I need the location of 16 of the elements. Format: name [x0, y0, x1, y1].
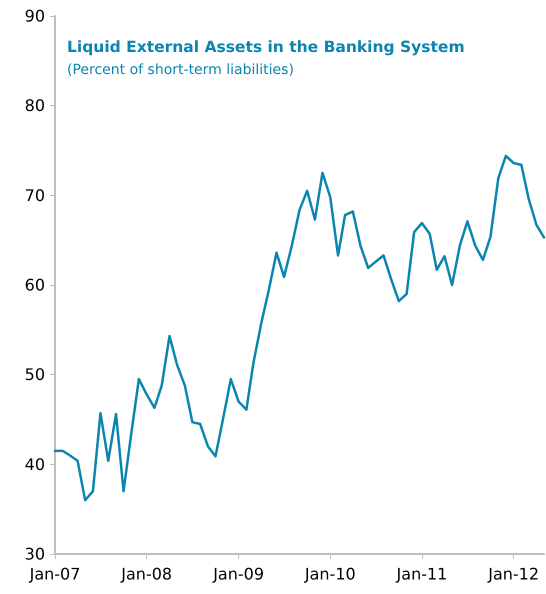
y-tick-label: 40: [24, 454, 45, 474]
x-tick-label: Jan-08: [120, 564, 172, 584]
x-tick-label: Jan-12: [487, 564, 540, 584]
x-tick-label: Jan-09: [212, 564, 264, 584]
y-tick-label: 90: [24, 6, 45, 26]
y-tick-label: 50: [24, 365, 45, 384]
x-tick-label: Jan-11: [396, 564, 448, 584]
text: Liquid External Assets in the Banking System: [67, 38, 465, 56]
x-tick-label: Jan-07: [28, 564, 80, 584]
line-series: [54, 154, 546, 502]
y-tick-label: 70: [24, 186, 45, 205]
y-tick-label: 30: [24, 544, 45, 564]
y-tick-label: 60: [24, 276, 45, 294]
x-tick-label: Jan-10: [304, 564, 356, 584]
y-tick-label: 80: [24, 96, 45, 116]
text: (Percent of short-term liabilities): [67, 62, 294, 78]
